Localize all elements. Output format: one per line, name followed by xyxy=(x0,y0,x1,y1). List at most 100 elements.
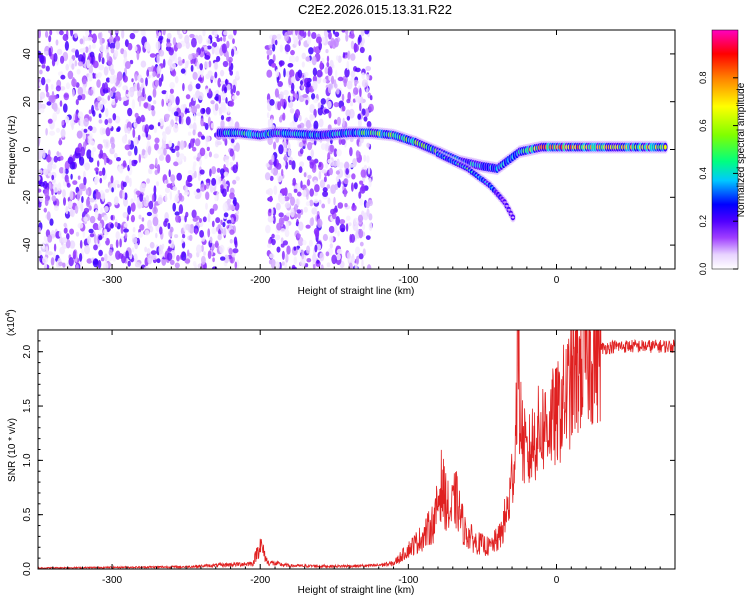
noise-speck xyxy=(229,70,233,76)
noise-speck xyxy=(116,157,121,162)
noise-speck xyxy=(279,91,284,101)
noise-speck xyxy=(98,249,103,257)
noise-speck xyxy=(265,189,270,195)
noise-speck xyxy=(168,140,173,148)
noise-speck xyxy=(125,89,129,95)
noise-speck xyxy=(281,250,285,260)
noise-speck xyxy=(278,116,283,123)
noise-speck xyxy=(129,87,135,98)
noise-speck xyxy=(319,252,325,262)
noise-speck xyxy=(310,149,314,158)
noise-speck xyxy=(39,181,45,187)
noise-speck xyxy=(222,202,228,213)
noise-speck xyxy=(224,254,230,264)
noise-speck xyxy=(47,234,53,243)
noise-speck xyxy=(274,39,278,46)
noise-speck xyxy=(140,60,147,68)
noise-speck xyxy=(46,155,52,163)
noise-speck xyxy=(333,102,339,108)
noise-speck xyxy=(111,142,116,149)
noise-speck xyxy=(53,155,58,163)
noise-speck xyxy=(328,167,333,176)
noise-speck xyxy=(70,30,74,37)
noise-speck xyxy=(172,186,177,191)
noise-speck xyxy=(221,103,226,112)
noise-speck xyxy=(185,60,189,69)
colorbar-tick-label: 0.6 xyxy=(698,119,708,132)
noise-speck xyxy=(127,150,132,157)
noise-speck xyxy=(312,67,318,77)
noise-speck xyxy=(187,175,192,183)
noise-speck xyxy=(104,253,108,262)
noise-speck xyxy=(85,188,89,195)
noise-speck xyxy=(357,214,364,223)
noise-speck xyxy=(155,157,158,168)
noise-speck xyxy=(172,202,176,212)
noise-speck xyxy=(108,249,113,256)
noise-speck xyxy=(89,30,92,34)
noise-speck xyxy=(88,65,94,74)
noise-speck xyxy=(158,77,162,87)
noise-speck xyxy=(225,116,231,122)
noise-speck xyxy=(199,169,205,175)
noise-speck xyxy=(88,228,94,234)
noise-speck xyxy=(302,94,309,98)
noise-speck xyxy=(345,168,350,175)
branch-track-core xyxy=(511,216,515,219)
noise-speck xyxy=(74,60,78,67)
noise-speck xyxy=(319,60,323,71)
noise-speck xyxy=(326,184,331,189)
noise-speck xyxy=(77,111,84,119)
noise-speck xyxy=(219,244,225,254)
noise-speck xyxy=(117,165,124,173)
noise-speck xyxy=(346,215,351,221)
noise-speck xyxy=(265,162,270,168)
noise-speck xyxy=(51,195,57,202)
noise-speck xyxy=(140,77,144,83)
noise-speck xyxy=(306,258,312,263)
noise-speck xyxy=(75,99,79,106)
noise-speck xyxy=(112,113,117,121)
noise-speck xyxy=(92,60,99,69)
noise-speck xyxy=(306,36,312,45)
noise-speck xyxy=(335,55,339,61)
noise-speck xyxy=(327,100,332,109)
noise-speck xyxy=(322,187,328,193)
noise-speck xyxy=(77,95,82,101)
noise-speck xyxy=(50,95,56,104)
noise-speck xyxy=(148,124,154,130)
noise-speck xyxy=(282,161,286,167)
noise-speck xyxy=(131,78,134,83)
noise-speck xyxy=(279,44,283,53)
noise-speck xyxy=(98,234,103,241)
noise-speck xyxy=(169,93,173,99)
noise-speck xyxy=(174,234,179,239)
noise-speck xyxy=(120,224,124,234)
noise-speck xyxy=(353,44,359,52)
noise-speck xyxy=(326,55,330,63)
noise-speck xyxy=(335,175,340,183)
noise-speck xyxy=(220,80,226,86)
noise-speck xyxy=(344,203,348,208)
noise-speck xyxy=(303,172,307,178)
noise-speck xyxy=(103,156,107,166)
noise-speck xyxy=(313,191,318,197)
noise-speck xyxy=(199,147,206,157)
noise-speck xyxy=(348,33,355,39)
noise-speck xyxy=(369,95,373,101)
noise-speck xyxy=(226,219,233,224)
noise-speck xyxy=(136,82,140,91)
noise-speck xyxy=(329,235,334,244)
noise-speck xyxy=(298,166,303,174)
noise-speck xyxy=(56,48,63,56)
noise-speck xyxy=(196,61,200,70)
noise-speck xyxy=(288,101,294,109)
noise-speck xyxy=(149,53,156,58)
noise-speck xyxy=(156,258,161,264)
noise-speck xyxy=(365,65,372,72)
noise-speck xyxy=(48,47,52,57)
noise-speck xyxy=(85,197,91,208)
noise-speck xyxy=(194,34,199,40)
noise-speck xyxy=(151,254,157,260)
noise-speck xyxy=(45,65,50,72)
